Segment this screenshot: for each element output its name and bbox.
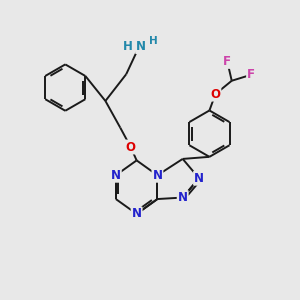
Text: N: N [111,169,121,182]
Text: N: N [194,172,204,185]
Text: N: N [132,207,142,220]
Text: N: N [178,191,188,204]
Text: F: F [223,55,231,68]
Text: N: N [136,40,146,53]
Text: H: H [123,40,133,53]
Text: N: N [152,169,162,182]
Text: O: O [126,140,136,154]
Text: O: O [210,88,220,100]
Text: F: F [247,68,255,81]
Text: H: H [148,36,157,46]
